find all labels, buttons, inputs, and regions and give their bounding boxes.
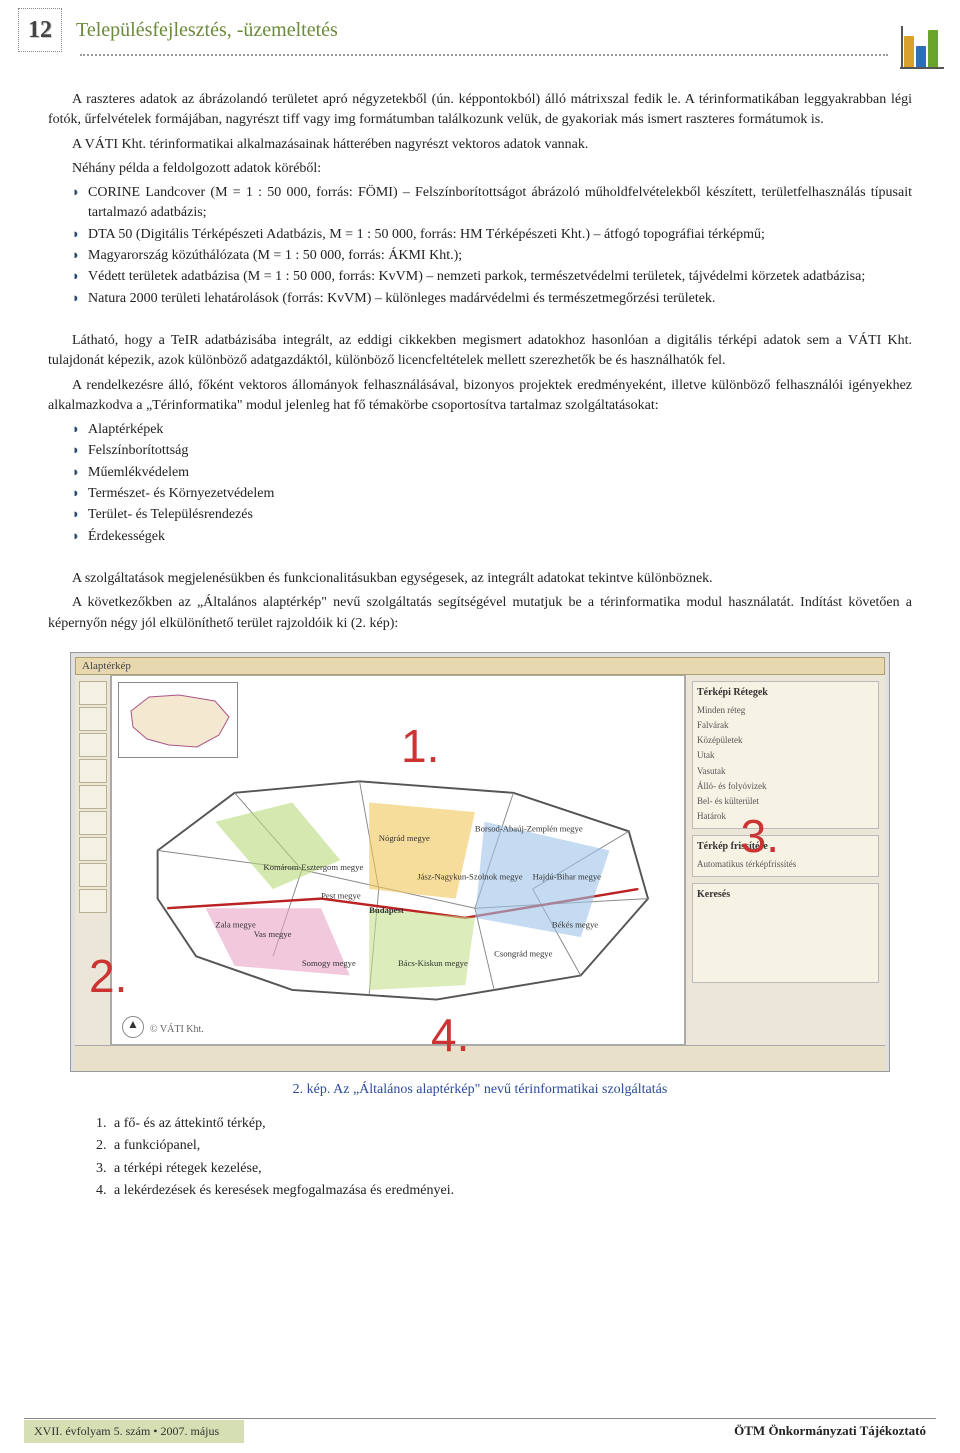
paragraph: A VÁTI Kht. térinformatikai alkalmazásai… [48, 135, 912, 155]
list-item: Védett területek adatbázisa (M = 1 : 50 … [72, 267, 912, 287]
svg-text:Komárom-Esztergom megye: Komárom-Esztergom megye [263, 862, 363, 872]
svg-text:Bács-Kiskun megye: Bács-Kiskun megye [398, 958, 468, 968]
query-bar [75, 1045, 885, 1072]
panel-title: Térképi Rétegek [697, 686, 874, 701]
callout-4: 4. [431, 1002, 469, 1069]
list-item: DTA 50 (Digitális Térképészeti Adatbázis… [72, 225, 912, 245]
svg-text:Pest megye: Pest megye [321, 890, 361, 900]
svg-text:Vas megye: Vas megye [254, 929, 292, 939]
list-item: Felszínborítottság [72, 441, 912, 461]
svg-text:Borsod-Abaúj-Zemplén megye: Borsod-Abaúj-Zemplén megye [475, 823, 583, 833]
svg-text:Somogy megye: Somogy megye [302, 958, 356, 968]
tool-button[interactable] [79, 785, 107, 809]
search-panel: Keresés [692, 883, 879, 983]
main-map-area[interactable]: Nógrád megye Pest megye Budapest Komárom… [111, 675, 685, 1045]
callout-2: 2. [89, 943, 127, 1010]
layer-row[interactable]: Vasutak [697, 764, 874, 779]
callout-3: 3. [741, 803, 779, 870]
legend-list: a fő- és az áttekintő térkép, a funkcióp… [110, 1114, 912, 1201]
compass-icon [122, 1016, 144, 1038]
page-header: 12 Településfejlesztés, -üzemeltetés [0, 0, 960, 60]
map-copyright: © VÁTI Kht. [150, 1023, 204, 1038]
example-list: CORINE Landcover (M = 1 : 50 000, forrás… [48, 183, 912, 309]
list-item: Műemlékvédelem [72, 463, 912, 483]
issue-info: XVII. évfolyam 5. szám • 2007. május [24, 1420, 244, 1443]
list-item: a fő- és az áttekintő térkép, [110, 1114, 912, 1134]
tool-button[interactable] [79, 707, 107, 731]
svg-text:Csongrád megye: Csongrád megye [494, 948, 552, 958]
service-list: Alaptérképek Felszínborítottság Műemlékv… [48, 420, 912, 547]
svg-text:Hajdú-Bihar megye: Hajdú-Bihar megye [533, 871, 602, 881]
layer-row[interactable]: Határok [697, 809, 874, 824]
list-item: a funkciópanel, [110, 1136, 912, 1156]
panel-title: Térkép frissítése [697, 840, 874, 855]
overview-map[interactable] [118, 682, 238, 758]
paragraph: Látható, hogy a TeIR adatbázisába integr… [48, 331, 912, 372]
layer-row[interactable]: Minden réteg [697, 703, 874, 718]
tool-button[interactable] [79, 733, 107, 757]
tool-button[interactable] [79, 681, 107, 705]
svg-text:Zala megye: Zala megye [215, 919, 256, 929]
bar-chart-icon [898, 24, 946, 72]
layer-row[interactable]: Álló- és folyóvizek [697, 779, 874, 794]
tool-button[interactable] [79, 889, 107, 913]
layers-panel: Térképi Rétegek Minden réteg Falvárak Kö… [685, 675, 885, 1045]
layer-panel: Térképi Rétegek Minden réteg Falvárak Kö… [692, 681, 879, 829]
figure-screenshot: Alaptérkép [70, 652, 890, 1072]
panel-title: Keresés [697, 888, 874, 903]
svg-text:Békés megye: Békés megye [552, 919, 598, 929]
svg-text:Budapest: Budapest [369, 905, 404, 915]
list-item: CORINE Landcover (M = 1 : 50 000, forrás… [72, 183, 912, 224]
layer-row[interactable]: Utak [697, 748, 874, 763]
list-item: Természet- és Környezetvédelem [72, 484, 912, 504]
page-footer: XVII. évfolyam 5. szám • 2007. május ÖTM… [0, 1415, 960, 1453]
layer-row[interactable]: Falvárak [697, 718, 874, 733]
paragraph: A következőkben az „Általános alaptérkép… [48, 593, 912, 634]
figure-caption: 2. kép. Az „Általános alaptérkép" nevű t… [48, 1080, 912, 1100]
list-item: Magyarország közúthálózata (M = 1 : 50 0… [72, 246, 912, 266]
paragraph: A rendelkezésre álló, főként vektoros ál… [48, 376, 912, 417]
list-item: Alaptérképek [72, 420, 912, 440]
callout-1: 1. [401, 713, 439, 780]
list-item: Érdekességek [72, 527, 912, 547]
list-item: Natura 2000 területi lehatárolások (forr… [72, 289, 912, 309]
minimap-svg [119, 683, 239, 759]
paragraph: Néhány példa a feldolgozott adatok köréb… [48, 159, 912, 179]
publication-name: ÖTM Önkormányzati Tájékoztató [734, 1423, 926, 1439]
article-body: A raszteres adatok az ábrázolandó terüle… [0, 60, 960, 1213]
window-titlebar: Alaptérkép [75, 657, 885, 675]
tool-button[interactable] [79, 863, 107, 887]
list-item: Terület- és Településrendezés [72, 505, 912, 525]
tool-button[interactable] [79, 759, 107, 783]
hungary-map-svg: Nógrád megye Pest megye Budapest Komárom… [122, 764, 674, 1014]
section-title: Településfejlesztés, -üzemeltetés [76, 19, 338, 42]
svg-text:Jász-Nagykun-Szolnok megye: Jász-Nagykun-Szolnok megye [417, 871, 523, 881]
footer-rule [24, 1418, 936, 1419]
list-item: a térképi rétegek kezelése, [110, 1159, 912, 1179]
tool-button[interactable] [79, 811, 107, 835]
header-divider [80, 54, 888, 56]
page-number: 12 [18, 8, 62, 52]
checkbox-row[interactable]: Automatikus térképfrissítés [697, 857, 874, 872]
layer-row[interactable]: Bel- és külterület [697, 794, 874, 809]
paragraph: A raszteres adatok az ábrázolandó terüle… [48, 90, 912, 131]
layer-row[interactable]: Középületek [697, 733, 874, 748]
paragraph: A szolgáltatások megjelenésükben és funk… [48, 569, 912, 589]
svg-text:Nógrád megye: Nógrád megye [379, 833, 430, 843]
list-item: a lekérdezések és keresések megfogalmazá… [110, 1181, 912, 1201]
map-canvas[interactable]: Nógrád megye Pest megye Budapest Komárom… [122, 764, 674, 1014]
refresh-panel: Térkép frissítése Automatikus térképfris… [692, 835, 879, 878]
tool-button[interactable] [79, 837, 107, 861]
